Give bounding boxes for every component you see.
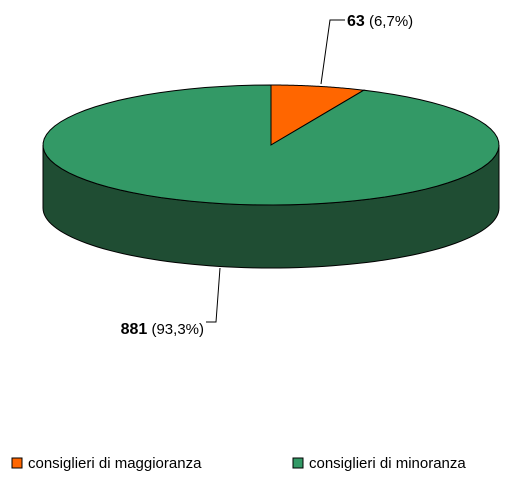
legend-label: consiglieri di maggioranza	[28, 455, 202, 472]
data-label: 63 (6,7%)	[347, 13, 413, 30]
data-label: 881 (93,3%)	[121, 321, 204, 338]
percent-label: (6,7%)	[369, 13, 413, 30]
legend: consiglieri di maggioranza consiglieri di…	[11, 455, 466, 472]
pie-slice	[42, 84, 500, 206]
percent-label: (93,3%)	[151, 321, 204, 338]
pie-slice	[270, 84, 366, 146]
value-label: 881	[121, 321, 148, 338]
pie	[42, 84, 500, 269]
leader-line	[320, 19, 345, 85]
value-label: 63	[347, 13, 365, 30]
legend-label: consiglieri di minoranza	[309, 455, 466, 472]
legend-swatch	[11, 457, 23, 469]
leader-line	[206, 267, 221, 323]
legend-swatch	[292, 457, 304, 469]
